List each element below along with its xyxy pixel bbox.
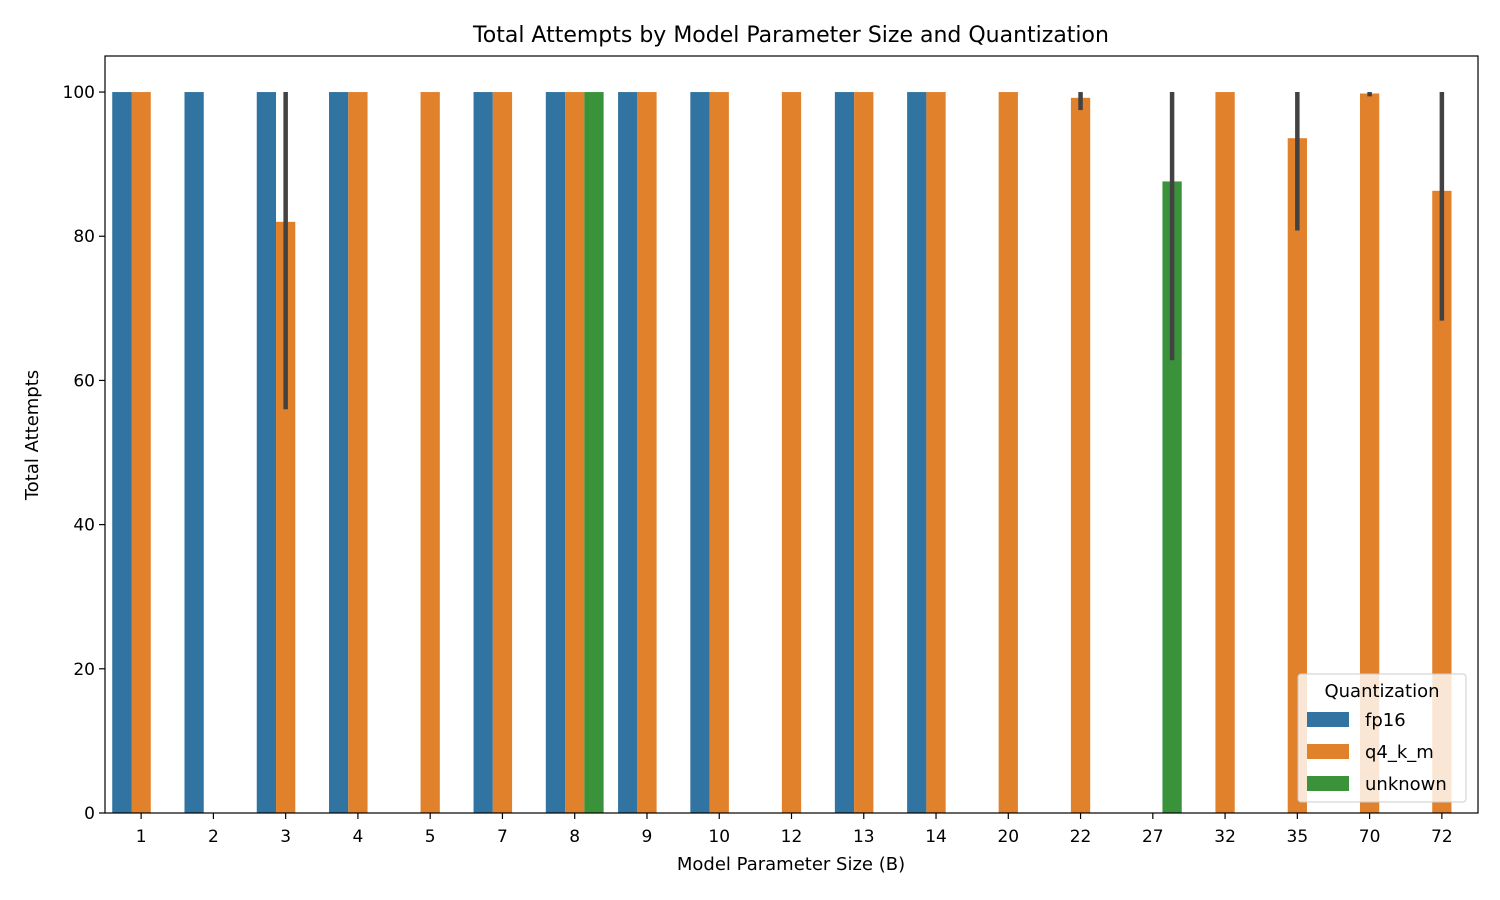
x-tick-label: 35: [1287, 827, 1309, 847]
chart-title: Total Attempts by Model Parameter Size a…: [472, 23, 1109, 48]
bar-q4_k_m-12: [781, 92, 802, 814]
bar-q4_k_m-5: [420, 92, 440, 814]
bar-q4_k_m-13: [854, 92, 874, 814]
bar-fp16-8: [545, 92, 566, 814]
x-tick-label: 9: [642, 827, 653, 847]
bar-q4_k_m-70: [1359, 93, 1380, 814]
bar-fp16-2: [184, 92, 204, 814]
x-tick-label: 32: [1214, 827, 1236, 847]
bar-q4_k_m-4: [348, 92, 368, 814]
bar-q4_k_m-22: [1070, 97, 1091, 813]
bar-unknown-27: [1162, 181, 1182, 814]
bar-fp16-3: [256, 92, 277, 814]
x-axis-label: Model Parameter Size (B): [677, 854, 905, 875]
x-tick-label: 7: [497, 827, 508, 847]
y-axis-label: Total Attempts: [22, 370, 43, 501]
x-tick-label: 14: [925, 827, 947, 847]
y-tick-label: 60: [73, 371, 95, 391]
y-axis: 0 20 40 60 80 100: [63, 83, 105, 824]
legend-label-q4_k_m: q4_k_m: [1365, 742, 1434, 763]
x-tick-label: 22: [1070, 827, 1092, 847]
bar-q4_k_m-72: [1432, 190, 1452, 813]
bar-fp16-14: [907, 92, 927, 814]
legend-frame: [1297, 673, 1467, 803]
x-tick-label: 4: [353, 827, 364, 847]
x-tick-label: 8: [569, 827, 580, 847]
legend-title: Quantization: [1324, 681, 1439, 702]
bar-unknown-8: [584, 92, 604, 814]
bar-q4_k_m-1: [131, 92, 151, 814]
y-tick-label: 20: [73, 660, 95, 680]
bar-q4_k_m-32: [1215, 92, 1235, 814]
error-bars-group: [283, 92, 1445, 410]
y-tick-label: 0: [84, 804, 95, 824]
x-tick-label: 1: [136, 827, 147, 847]
bar-fp16-13: [834, 92, 855, 814]
bar-q4_k_m-10: [709, 92, 729, 814]
bar-q4_k_m-9: [637, 92, 657, 814]
bar-fp16-10: [690, 92, 710, 814]
legend-swatch-unknown: [1307, 776, 1349, 791]
bar-fp16-1: [112, 92, 132, 814]
x-axis: 1 2 3 4 5 7 8 9 10 12 13 14 20 22 27 32 35 70 72: [136, 813, 1453, 847]
x-tick-label: 10: [708, 827, 730, 847]
x-tick-label: 72: [1431, 827, 1453, 847]
y-tick-label: 80: [73, 227, 95, 247]
bar-q4_k_m-35: [1287, 138, 1307, 813]
legend-swatch-fp16: [1307, 712, 1349, 727]
bars-group: [112, 92, 1452, 814]
bar-fp16-4: [329, 92, 349, 814]
bar-fp16-7: [473, 92, 493, 814]
y-tick-label: 40: [73, 516, 95, 536]
x-tick-label: 13: [853, 827, 875, 847]
x-tick-label: 5: [425, 827, 436, 847]
x-tick-label: 3: [280, 827, 291, 847]
x-tick-label: 27: [1142, 827, 1164, 847]
bar-q4_k_m-8: [565, 92, 585, 814]
x-tick-label: 12: [781, 827, 803, 847]
x-tick-label: 20: [997, 827, 1019, 847]
legend-label-fp16: fp16: [1365, 710, 1406, 731]
x-tick-label: 2: [208, 827, 219, 847]
bar-fp16-9: [618, 92, 638, 814]
bar-q4_k_m-7: [492, 92, 513, 814]
bar-q4_k_m-3: [276, 221, 296, 814]
legend-label-unknown: unknown: [1365, 774, 1447, 795]
bar-q4_k_m-20: [998, 92, 1018, 814]
bar-q4_k_m-14: [926, 92, 946, 814]
x-tick-label: 70: [1359, 827, 1381, 847]
y-tick-label: 100: [63, 83, 95, 103]
legend-swatch-q4_k_m: [1307, 744, 1349, 759]
